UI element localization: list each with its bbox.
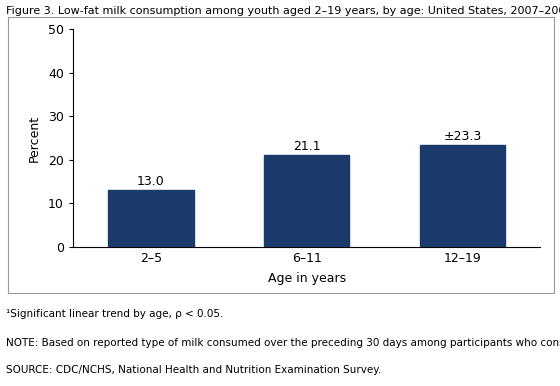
Text: SOURCE: CDC/NCHS, National Health and Nutrition Examination Survey.: SOURCE: CDC/NCHS, National Health and Nu… [6, 365, 381, 375]
Bar [419, 146, 505, 247]
Text: 13.0: 13.0 [137, 175, 165, 188]
Y-axis label: Percent: Percent [28, 114, 41, 162]
X-axis label: Age in years: Age in years [268, 272, 346, 285]
Text: 21.1: 21.1 [293, 140, 320, 153]
Text: Figure 3. Low-fat milk consumption among youth aged 2–19 years, by age: United S: Figure 3. Low-fat milk consumption among… [6, 6, 560, 16]
Bar [108, 190, 194, 247]
Text: ±23.3: ±23.3 [444, 130, 482, 143]
Text: ¹Significant linear trend by age, ρ < 0.05.: ¹Significant linear trend by age, ρ < 0.… [6, 309, 223, 319]
Text: NOTE: Based on reported type of milk consumed over the preceding 30 days among p: NOTE: Based on reported type of milk con… [6, 338, 560, 348]
Bar [264, 155, 349, 247]
